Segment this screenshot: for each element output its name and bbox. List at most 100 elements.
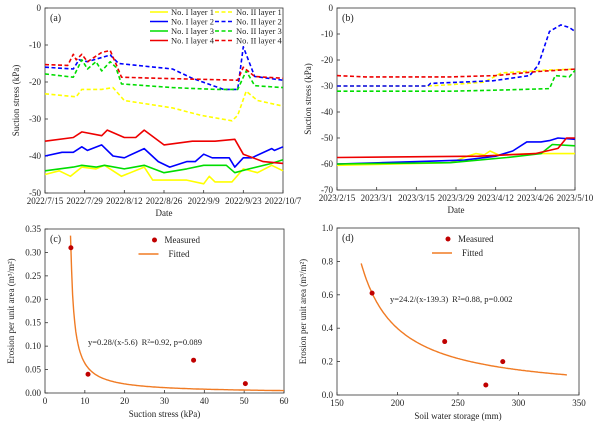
- series-line-no-ii-layer-3: [44, 59, 284, 91]
- legend-fitted: Fitted: [169, 249, 191, 259]
- legend-fitted: Fitted: [462, 248, 484, 258]
- equation-text: y=24.2/(x-139.3): [390, 294, 448, 304]
- series-line-no-i-layer-2: [336, 137, 576, 165]
- panel-c: (c) 0.00 0.05 0.10 0.15 0.20 0.25 0.30 0.35 0 10 20…: [6, 224, 289, 419]
- y-tick-label: -20: [29, 77, 41, 87]
- y-tick-label: 0: [329, 3, 334, 13]
- y-tick-label: 0.4: [322, 323, 334, 333]
- series-line-no-ii-layer-4: [336, 68, 576, 78]
- y-axis-label: Erosion per unit area (m³/m²): [6, 258, 16, 363]
- measured-point: [191, 357, 197, 363]
- y-tick-label: 0.2: [322, 357, 333, 367]
- plot-frame: [336, 227, 580, 396]
- y-tick-label: 0.25: [25, 271, 41, 281]
- measured-point: [242, 381, 248, 387]
- x-tick-label: 30: [160, 396, 170, 406]
- y-tick-label: 0.10: [25, 341, 41, 351]
- y-tick-label: -10: [321, 29, 333, 39]
- legend-measured: Measured: [165, 235, 201, 245]
- x-tick-label: 2022/9/23: [225, 196, 262, 206]
- x-tick-label: 350: [572, 398, 586, 408]
- series-line-no-ii-layer-2: [337, 24, 576, 87]
- y-axis-label: Erosion per unit area (m³/m²): [298, 259, 308, 364]
- measured-point: [369, 290, 375, 296]
- x-tick-label: 2023/3/1: [361, 193, 393, 203]
- series-line-no-i-layer-3: [44, 158, 284, 174]
- legend-marker: [152, 237, 157, 243]
- x-tick-label: 20: [120, 396, 130, 406]
- x-tick-label: 2023/3/15: [398, 193, 435, 203]
- y-tick-label: -30: [321, 81, 333, 91]
- panel-label: (a): [50, 13, 61, 24]
- legend-label: No. II layer 3: [236, 26, 282, 36]
- y-tick-label: 0.05: [25, 365, 41, 375]
- y-tick-label: 0.00: [25, 388, 41, 398]
- x-tick-label: 0: [43, 396, 48, 406]
- x-tick-label: 300: [512, 398, 526, 408]
- measured-point: [442, 339, 448, 345]
- y-tick-label: -60: [321, 159, 333, 169]
- y-tick-label: 0.6: [322, 290, 334, 300]
- measured-point: [500, 359, 506, 365]
- x-tick-label: 2023/2/15: [319, 193, 356, 203]
- x-tick-label: 2022/9/9: [188, 196, 221, 206]
- x-tick-label: 40: [200, 396, 210, 406]
- measured-point: [483, 382, 489, 388]
- x-axis-label: Soil water storage (mm): [414, 411, 501, 421]
- panel-label: (b): [342, 13, 354, 24]
- y-tick-label: -20: [321, 55, 333, 65]
- fit-stats: R²=0.88, p=0.002: [452, 294, 512, 304]
- y-tick-label: 1.0: [322, 223, 334, 233]
- x-tick-label: 2023/3/29: [438, 193, 475, 203]
- y-tick-label: 0.15: [25, 318, 41, 328]
- x-tick-label: 2023/5/10: [557, 193, 594, 203]
- panel-label: (d): [342, 233, 354, 244]
- legend-label: No. I layer 4: [171, 36, 215, 46]
- series-line-no-ii-layer-2: [44, 46, 284, 91]
- x-tick-label: 2022/7/29: [66, 196, 103, 206]
- x-tick-label: 2023/4/12: [477, 193, 514, 203]
- x-axis-label: Date: [156, 208, 173, 218]
- series-line-no-i-layer-1: [44, 164, 284, 185]
- legend-label: No. I layer 1: [171, 7, 214, 17]
- series-line-no-i-layer-4: [336, 137, 575, 159]
- x-tick-label: 250: [451, 398, 465, 408]
- x-tick-label: 50: [240, 396, 250, 406]
- y-tick-label: 0.30: [25, 247, 41, 257]
- series-line-no-i-layer-4: [44, 129, 284, 165]
- legend-label: No. II layer 1: [236, 7, 282, 17]
- y-tick-label: -30: [29, 114, 41, 124]
- measured-point: [85, 371, 91, 377]
- x-tick-label: 10: [80, 396, 90, 406]
- y-tick-label: -10: [29, 40, 41, 50]
- x-tick-label: 60: [280, 396, 290, 406]
- y-axis-label: Suction stress (kPa): [303, 63, 313, 135]
- x-tick-label: 2022/7/15: [27, 196, 64, 206]
- y-tick-label: -50: [321, 133, 333, 143]
- x-tick-label: 200: [391, 398, 405, 408]
- series-line-no-ii-layer-4: [44, 49, 284, 81]
- y-tick-label: 0.20: [25, 294, 41, 304]
- y-axis-label: Suction stress (kPa): [11, 65, 21, 137]
- fit-equation: y=24.2/(x-139.3) R²=0.88, p=0.002: [390, 294, 512, 304]
- x-tick-label: 2022/10/7: [265, 196, 302, 206]
- x-tick-label: 2022/8/26: [146, 196, 183, 206]
- fit-stats: R²=0.92, p=0.089: [142, 337, 202, 347]
- y-tick-label: -40: [29, 151, 41, 161]
- legend-label: No. II layer 2: [236, 17, 282, 27]
- x-axis-label: Date: [448, 205, 465, 215]
- fitted-curve: [69, 235, 284, 392]
- legend-label: No. I layer 2: [171, 17, 214, 27]
- legend-marker: [445, 236, 451, 242]
- series-line-no-i-layer-2: [44, 144, 284, 168]
- plot-frame: [44, 228, 285, 394]
- x-tick-label: 2023/4/26: [517, 193, 554, 203]
- x-tick-label: 150: [330, 398, 344, 408]
- y-tick-label: 0.8: [322, 256, 334, 266]
- equation-text: y=0.28/(x-5.6): [88, 337, 138, 347]
- fit-equation: y=0.28/(x-5.6) R²=0.92, p=0.089: [88, 337, 202, 347]
- x-tick-label: 2022/8/12: [106, 196, 143, 206]
